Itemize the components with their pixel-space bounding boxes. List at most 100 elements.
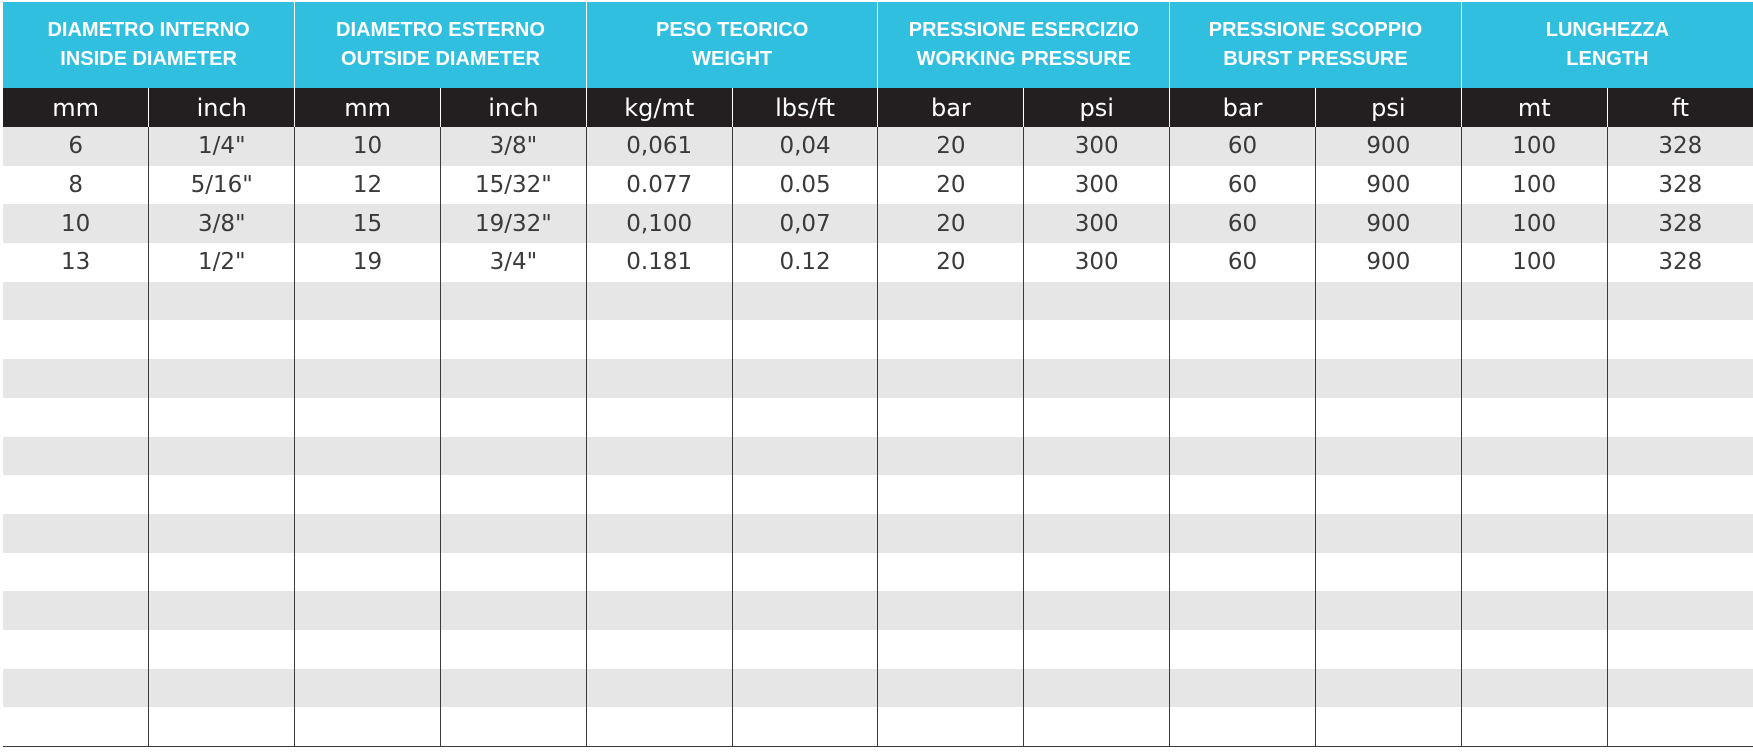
table-cell [1460, 436, 1608, 476]
table-row [3, 629, 1753, 669]
table-cell [439, 397, 587, 437]
table-row [3, 591, 1753, 630]
table-cell [439, 281, 587, 321]
unit-header-row: mm inch mm inch kg/mt lbs/ft bar psi bar… [3, 88, 1753, 127]
table-cell [877, 320, 1024, 360]
table-cell [148, 668, 295, 708]
table-cell [1023, 629, 1170, 669]
table-cell: 15/32" [439, 165, 587, 205]
table-cell: 100 [1460, 243, 1608, 282]
table-cell [1169, 320, 1316, 360]
table-cell: 15 [294, 204, 441, 244]
unit-header: kg/mt [585, 88, 733, 127]
table-row: 8 5/16" 12 15/32" 0.077 0.05 20 300 60 900 100 328 [3, 165, 1753, 205]
table-cell [877, 513, 1024, 553]
unit-header: psi [1314, 88, 1462, 127]
spec-table: DIAMETRO INTERNO INSIDE DIAMETER DIAMETR… [3, 2, 1753, 748]
table-cell [1314, 359, 1462, 398]
table-cell [148, 707, 295, 748]
table-cell [1169, 629, 1316, 669]
table-cell [1314, 629, 1462, 669]
table-cell: 3/8" [439, 127, 587, 166]
table-cell [585, 359, 733, 398]
unit-header: lbs/ft [731, 88, 878, 127]
table-cell [148, 436, 295, 476]
table-cell [731, 552, 878, 592]
table-cell: 300 [1023, 127, 1170, 166]
table-cell [294, 591, 441, 630]
table-cell [1606, 513, 1753, 553]
table-cell: 328 [1606, 243, 1753, 282]
table-cell [1606, 629, 1753, 669]
unit-header: inch [439, 88, 587, 127]
header-label-en: BURST PRESSURE [1223, 48, 1408, 70]
table-cell [3, 591, 149, 630]
unit-header: mm [3, 88, 149, 127]
table-cell: 60 [1169, 127, 1316, 166]
table-cell [877, 668, 1024, 708]
table-cell [294, 668, 441, 708]
group-header-row: DIAMETRO INTERNO INSIDE DIAMETER DIAMETR… [3, 2, 1753, 88]
table-cell: 100 [1460, 204, 1608, 244]
table-cell: 5/16" [148, 165, 295, 205]
table-cell [148, 281, 295, 321]
table-row: 13 1/2" 19 3/4" 0.181 0.12 20 300 60 900 100 328 [3, 243, 1753, 282]
table-cell [877, 281, 1024, 321]
table-cell [1314, 552, 1462, 592]
table-cell [439, 591, 587, 630]
table-cell [439, 320, 587, 360]
table-cell [1169, 591, 1316, 630]
table-cell [585, 668, 733, 708]
header-burst-pressure: PRESSIONE SCOPPIO BURST PRESSURE [1169, 2, 1462, 88]
table-cell [294, 359, 441, 398]
header-label-en: LENGTH [1566, 48, 1649, 70]
unit-header: bar [1169, 88, 1316, 127]
table-cell: 328 [1606, 204, 1753, 244]
table-cell [148, 397, 295, 437]
table-cell [294, 281, 441, 321]
table-cell [1023, 475, 1170, 514]
table-cell: 0.12 [731, 243, 878, 282]
table-cell [148, 320, 295, 360]
table-cell [3, 359, 149, 398]
header-label-en: OUTSIDE DIAMETER [341, 48, 540, 70]
table-cell [1169, 475, 1316, 514]
table-cell: 19/32" [439, 204, 587, 244]
table-cell [439, 513, 587, 553]
table-cell [877, 591, 1024, 630]
table-cell [294, 629, 441, 669]
table-cell: 300 [1023, 165, 1170, 205]
table-row [3, 707, 1753, 748]
table-body: 6 1/4" 10 3/8" 0,061 0,04 20 300 60 900 100 328 8 5/1… [3, 127, 1753, 748]
table-cell [585, 707, 733, 748]
table-cell [1314, 397, 1462, 437]
table-cell [731, 475, 878, 514]
table-cell [3, 629, 149, 669]
table-cell: 0.181 [585, 243, 733, 282]
table-cell [1023, 513, 1170, 553]
table-cell [1460, 591, 1608, 630]
table-cell [294, 475, 441, 514]
table-cell: 12 [294, 165, 441, 205]
header-outside-diameter: DIAMETRO ESTERNO OUTSIDE DIAMETER [294, 2, 587, 88]
table-cell [1169, 436, 1316, 476]
table-cell [731, 281, 878, 321]
table-cell [1606, 397, 1753, 437]
table-cell [1023, 397, 1170, 437]
table-cell [1606, 281, 1753, 321]
table-cell [1023, 320, 1170, 360]
table-cell: 300 [1023, 243, 1170, 282]
table-cell: 0.05 [731, 165, 878, 205]
table-row [3, 513, 1753, 553]
table-cell: 60 [1169, 165, 1316, 205]
table-cell: 20 [877, 127, 1024, 166]
header-label-it: DIAMETRO ESTERNO [336, 19, 545, 41]
table-cell [1460, 513, 1608, 553]
table-cell [1460, 320, 1608, 360]
table-cell [1460, 707, 1608, 748]
header-label-it: DIAMETRO INTERNO [47, 19, 250, 41]
table-cell [731, 513, 878, 553]
header-label-it: PRESSIONE SCOPPIO [1208, 19, 1423, 41]
table-cell [294, 513, 441, 553]
table-cell [585, 552, 733, 592]
